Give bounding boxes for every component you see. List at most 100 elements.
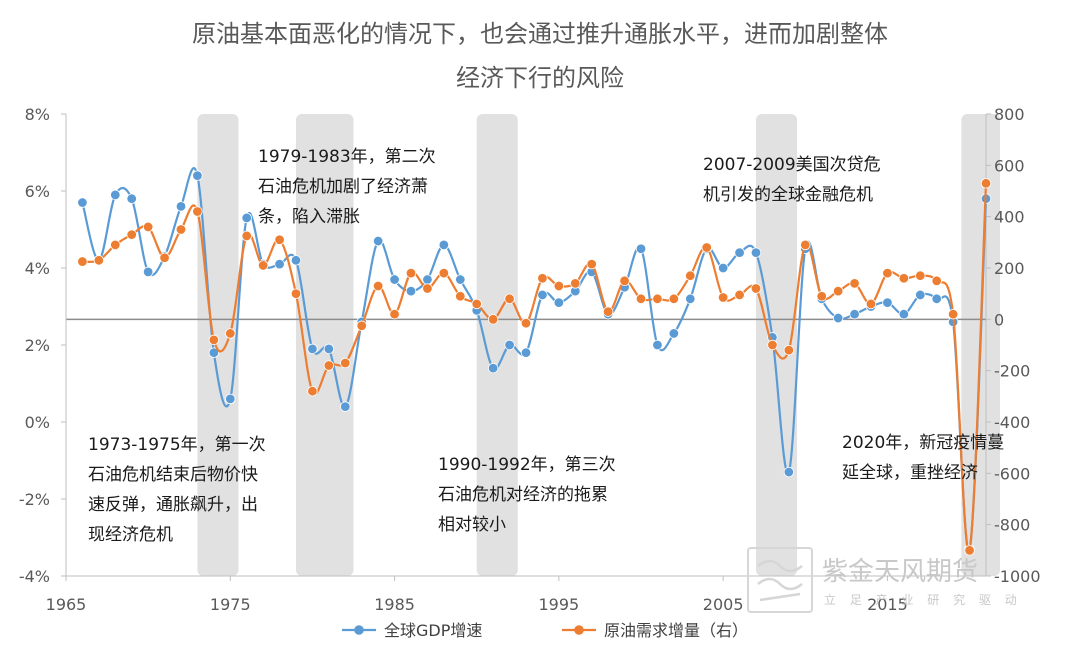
series-point-0 [455,274,466,285]
x-tick-label: 1965 [46,595,87,614]
series-point-1 [586,258,597,270]
y-left-tick-label: 0% [25,413,50,432]
annotation-text-0: 石油危机加剧了经济萧 [258,177,428,197]
chart-title-line: 原油基本面恶化的情况下，也会通过推升通胀水平，进而加剧整体 [192,20,888,48]
y-right-tick-label: 0 [994,310,1004,329]
series-point-0 [504,339,515,351]
series-point-1 [767,339,778,351]
y-right-tick-label: -200 [994,362,1030,381]
series-point-1 [110,239,121,251]
series-point-0 [274,258,285,270]
series-point-1 [372,280,384,292]
shaded-period-0 [197,114,239,576]
annotation-text-0: 1979-1983年，第二次 [258,147,436,167]
series-point-1 [783,344,795,356]
series-point-0 [734,247,745,258]
annotation-text-2: 现经济危机 [88,525,173,545]
annotation-text-4: 延全球，重挫经济 [842,463,978,483]
series-point-1 [504,293,515,305]
annotation-text-3: 相对较小 [438,515,506,535]
series-point-0 [685,293,696,305]
y-left-tick-label: 8% [25,105,50,124]
shaded-period-1 [296,114,354,576]
series-point-1 [832,285,844,297]
chart-title-line: 经济下行的风险 [456,64,624,92]
annotation-text-4: 2020年，新冠疫情蔓 [842,433,1004,453]
annotation-text-1: 机引发的全球金融危机 [703,185,873,205]
series-point-0 [208,347,220,358]
y-right-tick-label: 600 [994,156,1025,175]
y-left-tick-label: -2% [19,490,50,509]
series-point-1 [947,309,959,320]
series-point-0 [389,274,400,285]
series-point-1 [570,278,581,289]
watermark-text: 紫金天风期货 [822,557,978,587]
series-line-1 [82,183,988,553]
y-right-tick-label: -1000 [994,567,1041,586]
series-point-0 [931,293,942,305]
series-point-0 [635,243,647,254]
series-point-0 [422,274,433,285]
y-right-tick-label: -800 [994,516,1030,535]
series-point-1 [717,292,729,303]
series-point-1 [734,289,745,301]
series-point-1 [159,252,170,263]
series-point-1 [142,221,154,233]
series-point-0 [438,239,450,251]
series-point-0 [832,312,844,324]
series-point-0 [307,343,318,355]
series-point-1 [192,206,203,217]
series-point-1 [307,386,318,397]
series-point-0 [783,466,795,478]
series-point-1 [93,255,105,266]
series-point-1 [455,291,466,302]
series-point-1 [619,275,630,287]
y-right-tick-label: 400 [994,208,1025,227]
annotation-text-3: 1990-1992年，第三次 [438,455,616,475]
y-left-tick-label: -4% [19,567,50,586]
series-point-0 [717,262,729,274]
series-point-0 [537,289,548,301]
y-right-tick-label: -600 [994,464,1030,483]
legend-label-1: 原油需求增量（右） [604,621,748,640]
series-point-1 [931,275,942,287]
series-point-1 [915,270,926,281]
series-point-0 [372,235,384,247]
series-point-1 [898,273,910,284]
series-point-0 [553,297,565,308]
series-point-1 [438,267,450,279]
series-point-0 [668,328,680,339]
series-point-0 [882,297,893,308]
series-point-1 [980,178,992,189]
annotation-text-1: 2007-2009美国次贷危 [703,155,881,175]
legend-label-0: 全球GDP增速 [384,621,482,640]
watermark-subtext: 立 足 产 业 研 究 驱 动 [824,592,1022,607]
y-right-tick-label: -400 [994,413,1030,432]
series-point-1 [668,293,680,305]
series-point-1 [356,320,367,331]
annotation-text-0: 条，陷入滞胀 [258,207,360,227]
series-point-1 [290,288,302,299]
y-left-tick-label: 2% [25,336,50,355]
x-tick-label: 2005 [703,595,744,614]
series-point-1 [537,273,548,284]
watermark-logo-mark [757,559,803,602]
shaded-period-2 [476,114,518,576]
series-point-1 [520,317,532,329]
series-point-1 [652,293,663,305]
annotation-text-2: 石油危机结束后物价快 [88,465,258,485]
series-point-1 [126,229,137,240]
series-point-0 [898,309,910,320]
series-point-1 [602,306,614,317]
series-point-1 [241,230,252,242]
series-point-0 [142,266,154,278]
x-tick-label: 1985 [374,595,415,614]
series-point-0 [77,197,88,208]
series-point-1 [257,260,269,271]
series-point-0 [126,193,137,204]
y-right-tick-label: 800 [994,105,1025,124]
series-point-1 [487,314,499,325]
series-point-1 [849,278,860,289]
